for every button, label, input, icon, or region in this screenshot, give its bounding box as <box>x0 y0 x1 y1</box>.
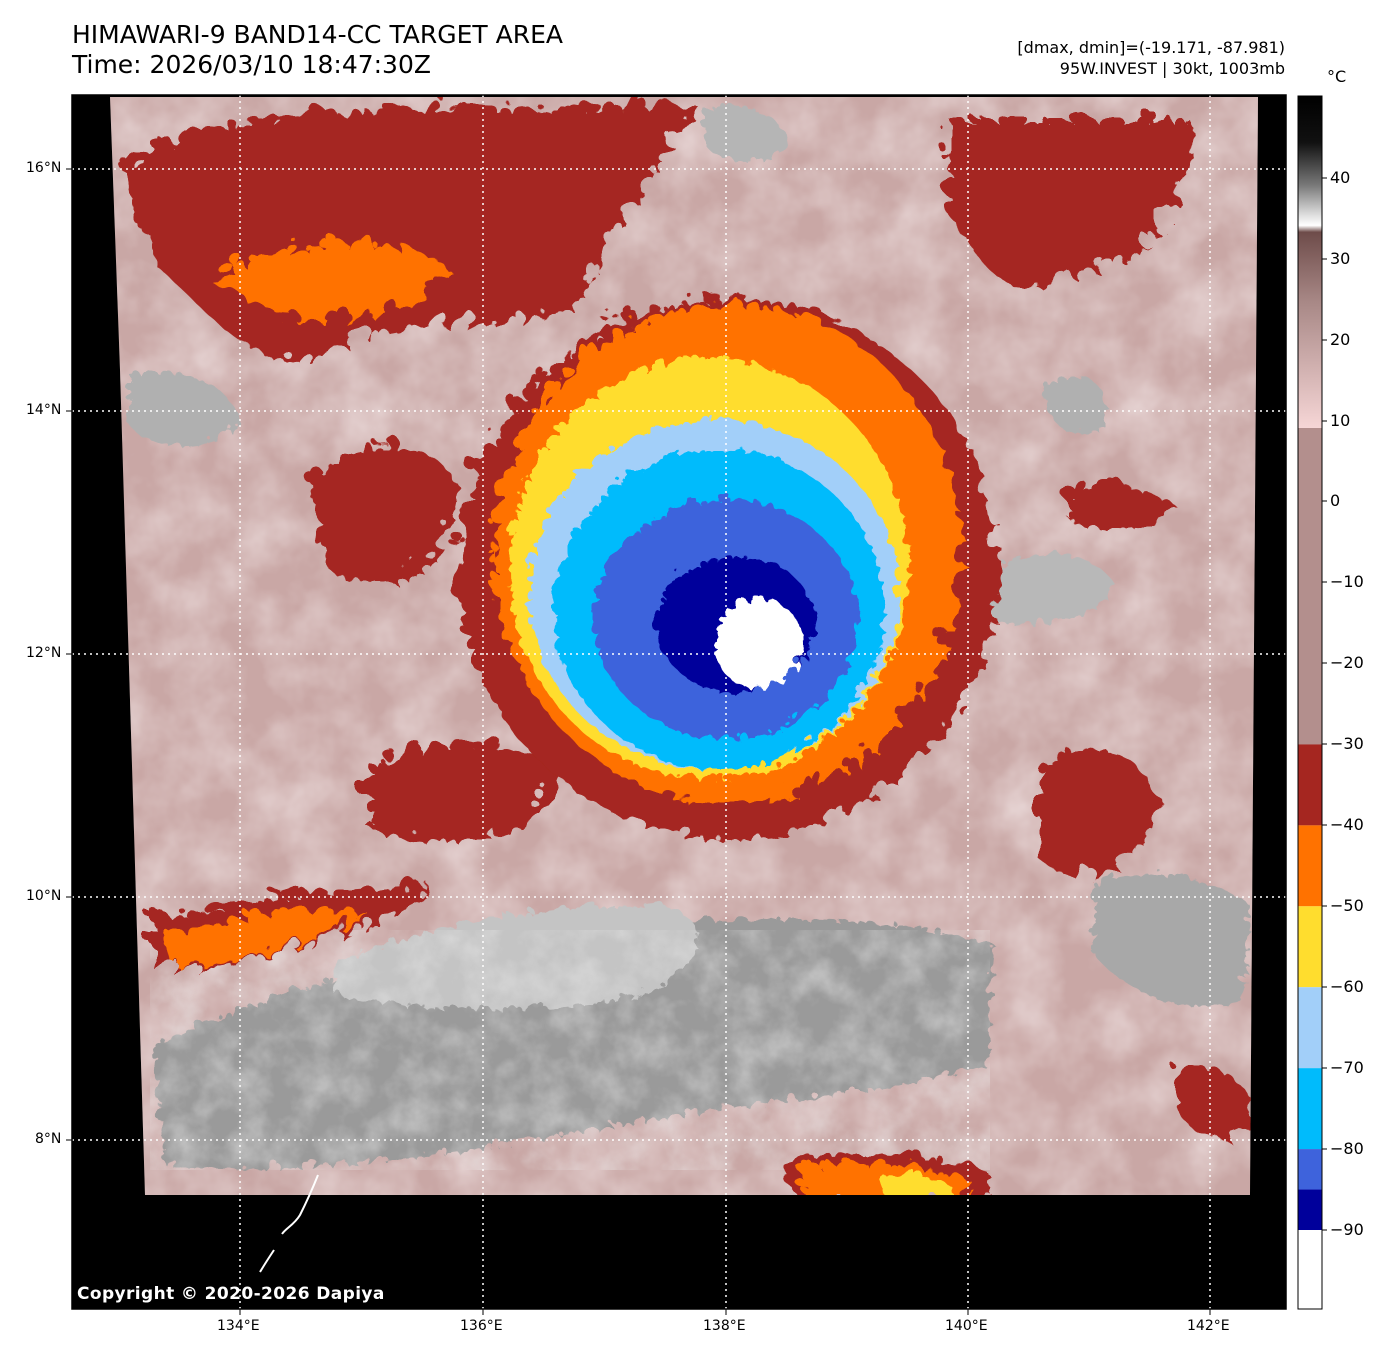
colorbar-label: −80 <box>1330 1139 1364 1158</box>
colorbar-label: −20 <box>1330 653 1364 672</box>
lon-label-134e: 134°E <box>217 1318 260 1334</box>
colorbar-band <box>1298 1149 1322 1190</box>
storm-info-text: 95W.INVEST | 30kt, 1003mb <box>1059 59 1285 78</box>
axis-ticks <box>66 168 1211 1315</box>
colorbar-gradient <box>1298 96 1322 428</box>
colorbar <box>1297 95 1327 1310</box>
lon-label-140e: 140°E <box>945 1318 988 1334</box>
colorbar-label: −60 <box>1330 977 1364 996</box>
title-line-2: Time: 2026/03/10 18:47:30Z <box>72 50 431 79</box>
copyright-notice: Copyright © 2020-2026 Dapiya <box>77 1284 385 1304</box>
storm-core <box>505 355 905 775</box>
colorbar-bands <box>1298 744 1322 1309</box>
satellite-swath <box>110 97 1258 1195</box>
map-title: HIMAWARI-9 BAND14-CC TARGET AREA Time: 2… <box>72 20 563 80</box>
colorbar-warm-segment <box>1298 428 1322 749</box>
colorbar-band <box>1298 744 1322 826</box>
colorbar-label: 20 <box>1330 330 1351 349</box>
colorbar-label: −90 <box>1330 1220 1364 1239</box>
map-metadata: [dmax, dmin]=(-19.171, -87.981) 95W.INVE… <box>1017 37 1285 79</box>
colorbar-label: 30 <box>1330 249 1351 268</box>
colorbar-label: 10 <box>1330 411 1351 430</box>
colorbar-label: 0 <box>1330 491 1341 510</box>
graticule <box>72 95 1286 1309</box>
colorbar-label: −30 <box>1330 734 1364 753</box>
lat-label-10n: 10°N <box>26 888 62 904</box>
lat-label-12n: 12°N <box>26 645 62 661</box>
title-line-1: HIMAWARI-9 BAND14-CC TARGET AREA <box>72 20 564 49</box>
colorbar-band <box>1298 987 1322 1069</box>
colorbar-band <box>1298 906 1322 988</box>
map-frame <box>71 94 1287 1310</box>
colorbar-label: −40 <box>1330 815 1364 834</box>
coastline <box>259 1174 319 1273</box>
colorbar-label: 40 <box>1330 168 1351 187</box>
lat-label-16n: 16°N <box>26 160 62 176</box>
lat-label-8n: 8°N <box>35 1131 62 1147</box>
colorbar-unit: °C <box>1327 67 1347 86</box>
colorbar-band <box>1298 825 1322 907</box>
colorbar-band <box>1298 1189 1322 1230</box>
lat-label-14n: 14°N <box>26 402 62 418</box>
colorbar-label: −10 <box>1330 572 1364 591</box>
colorbar-label: −50 <box>1330 896 1364 915</box>
colorbar-band <box>1298 1068 1322 1150</box>
lon-label-138e: 138°E <box>703 1318 746 1334</box>
lon-label-142e: 142°E <box>1187 1318 1230 1334</box>
colorbar-label: −70 <box>1330 1058 1364 1077</box>
lon-label-136e: 136°E <box>460 1318 503 1334</box>
colorbar-frame <box>1297 95 1323 1310</box>
dmax-dmin-text: [dmax, dmin]=(-19.171, -87.981) <box>1017 38 1285 57</box>
colorbar-band <box>1298 1230 1322 1309</box>
colorbar-ticks <box>1322 177 1327 1231</box>
